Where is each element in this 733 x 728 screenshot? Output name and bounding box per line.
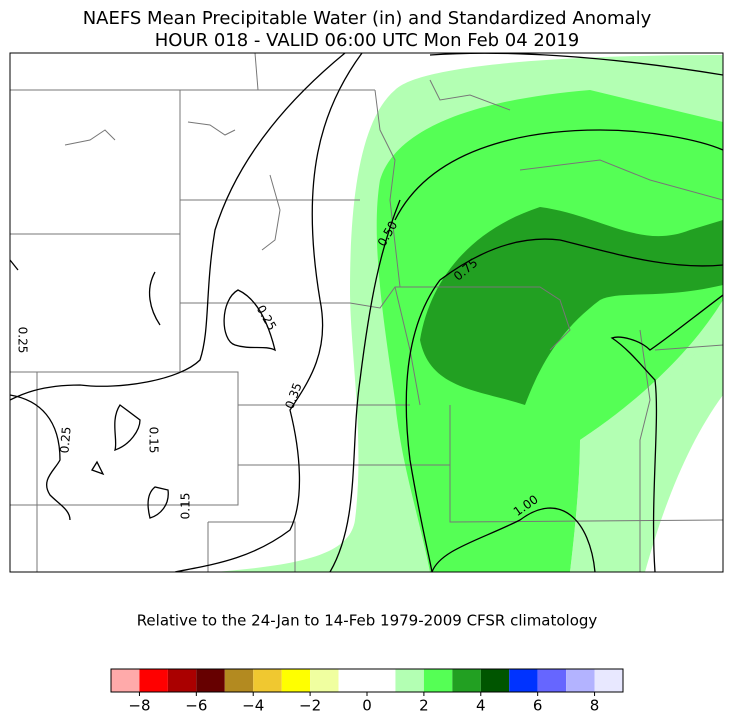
colorbar-cell bbox=[594, 669, 623, 692]
colorbar-cell bbox=[167, 669, 197, 692]
contour-label: 0.15 bbox=[179, 493, 193, 520]
colorbar-cell bbox=[139, 669, 168, 692]
colorbar-cell bbox=[196, 669, 225, 692]
colorbar-cell bbox=[224, 669, 254, 692]
colorbar-tick-label: −2 bbox=[299, 697, 321, 715]
colorbar-tick-label: 6 bbox=[533, 697, 543, 715]
title: NAEFS Mean Precipitable Water (in) and S… bbox=[83, 8, 652, 29]
note: Relative to the 24-Jan to 14-Feb 1979-20… bbox=[137, 612, 598, 630]
map-frame bbox=[9, 52, 724, 573]
colorbar: −8 −6 −4 −2 0 2 4 6 8 bbox=[110, 668, 624, 715]
colorbar-tick-label: 0 bbox=[362, 697, 372, 715]
colorbar-tick-label: 2 bbox=[419, 697, 429, 715]
colorbar-cell bbox=[338, 669, 396, 692]
colorbar-cell bbox=[480, 669, 510, 692]
subtitle: HOUR 018 - VALID 06:00 UTC Mon Feb 04 20… bbox=[155, 30, 580, 51]
contours bbox=[10, 53, 723, 572]
borders bbox=[10, 53, 723, 572]
colorbar-cell bbox=[281, 669, 311, 692]
colorbar-cell bbox=[111, 669, 140, 692]
colorbar-cell bbox=[509, 669, 538, 692]
colorbar-cell bbox=[423, 669, 453, 692]
colorbar-tick-label: −6 bbox=[185, 697, 207, 715]
anomaly-1-2 bbox=[570, 330, 723, 572]
anomaly-3-4 bbox=[420, 207, 723, 405]
colorbar-tick-label: 8 bbox=[590, 697, 600, 715]
colorbar-tick-label: −8 bbox=[128, 697, 150, 715]
contour-label: 0.15 bbox=[147, 427, 161, 454]
colorbar-tick-label: −4 bbox=[242, 697, 264, 715]
colorbar-tick-label: 4 bbox=[476, 697, 486, 715]
colorbar-cell bbox=[452, 669, 481, 692]
colorbar-cell bbox=[537, 669, 567, 692]
colorbar-cell bbox=[395, 669, 424, 692]
colorbar-cell bbox=[566, 669, 595, 692]
colorbar-cell bbox=[310, 669, 339, 692]
contour-label: 0.25 bbox=[16, 327, 30, 354]
colorbar-cell bbox=[253, 669, 282, 692]
contour-label: 0.25 bbox=[57, 426, 73, 454]
map: 0.500.750.250.250.350.25 0.150.15 1.00 bbox=[10, 53, 723, 572]
anomaly-neutral bbox=[645, 395, 723, 572]
